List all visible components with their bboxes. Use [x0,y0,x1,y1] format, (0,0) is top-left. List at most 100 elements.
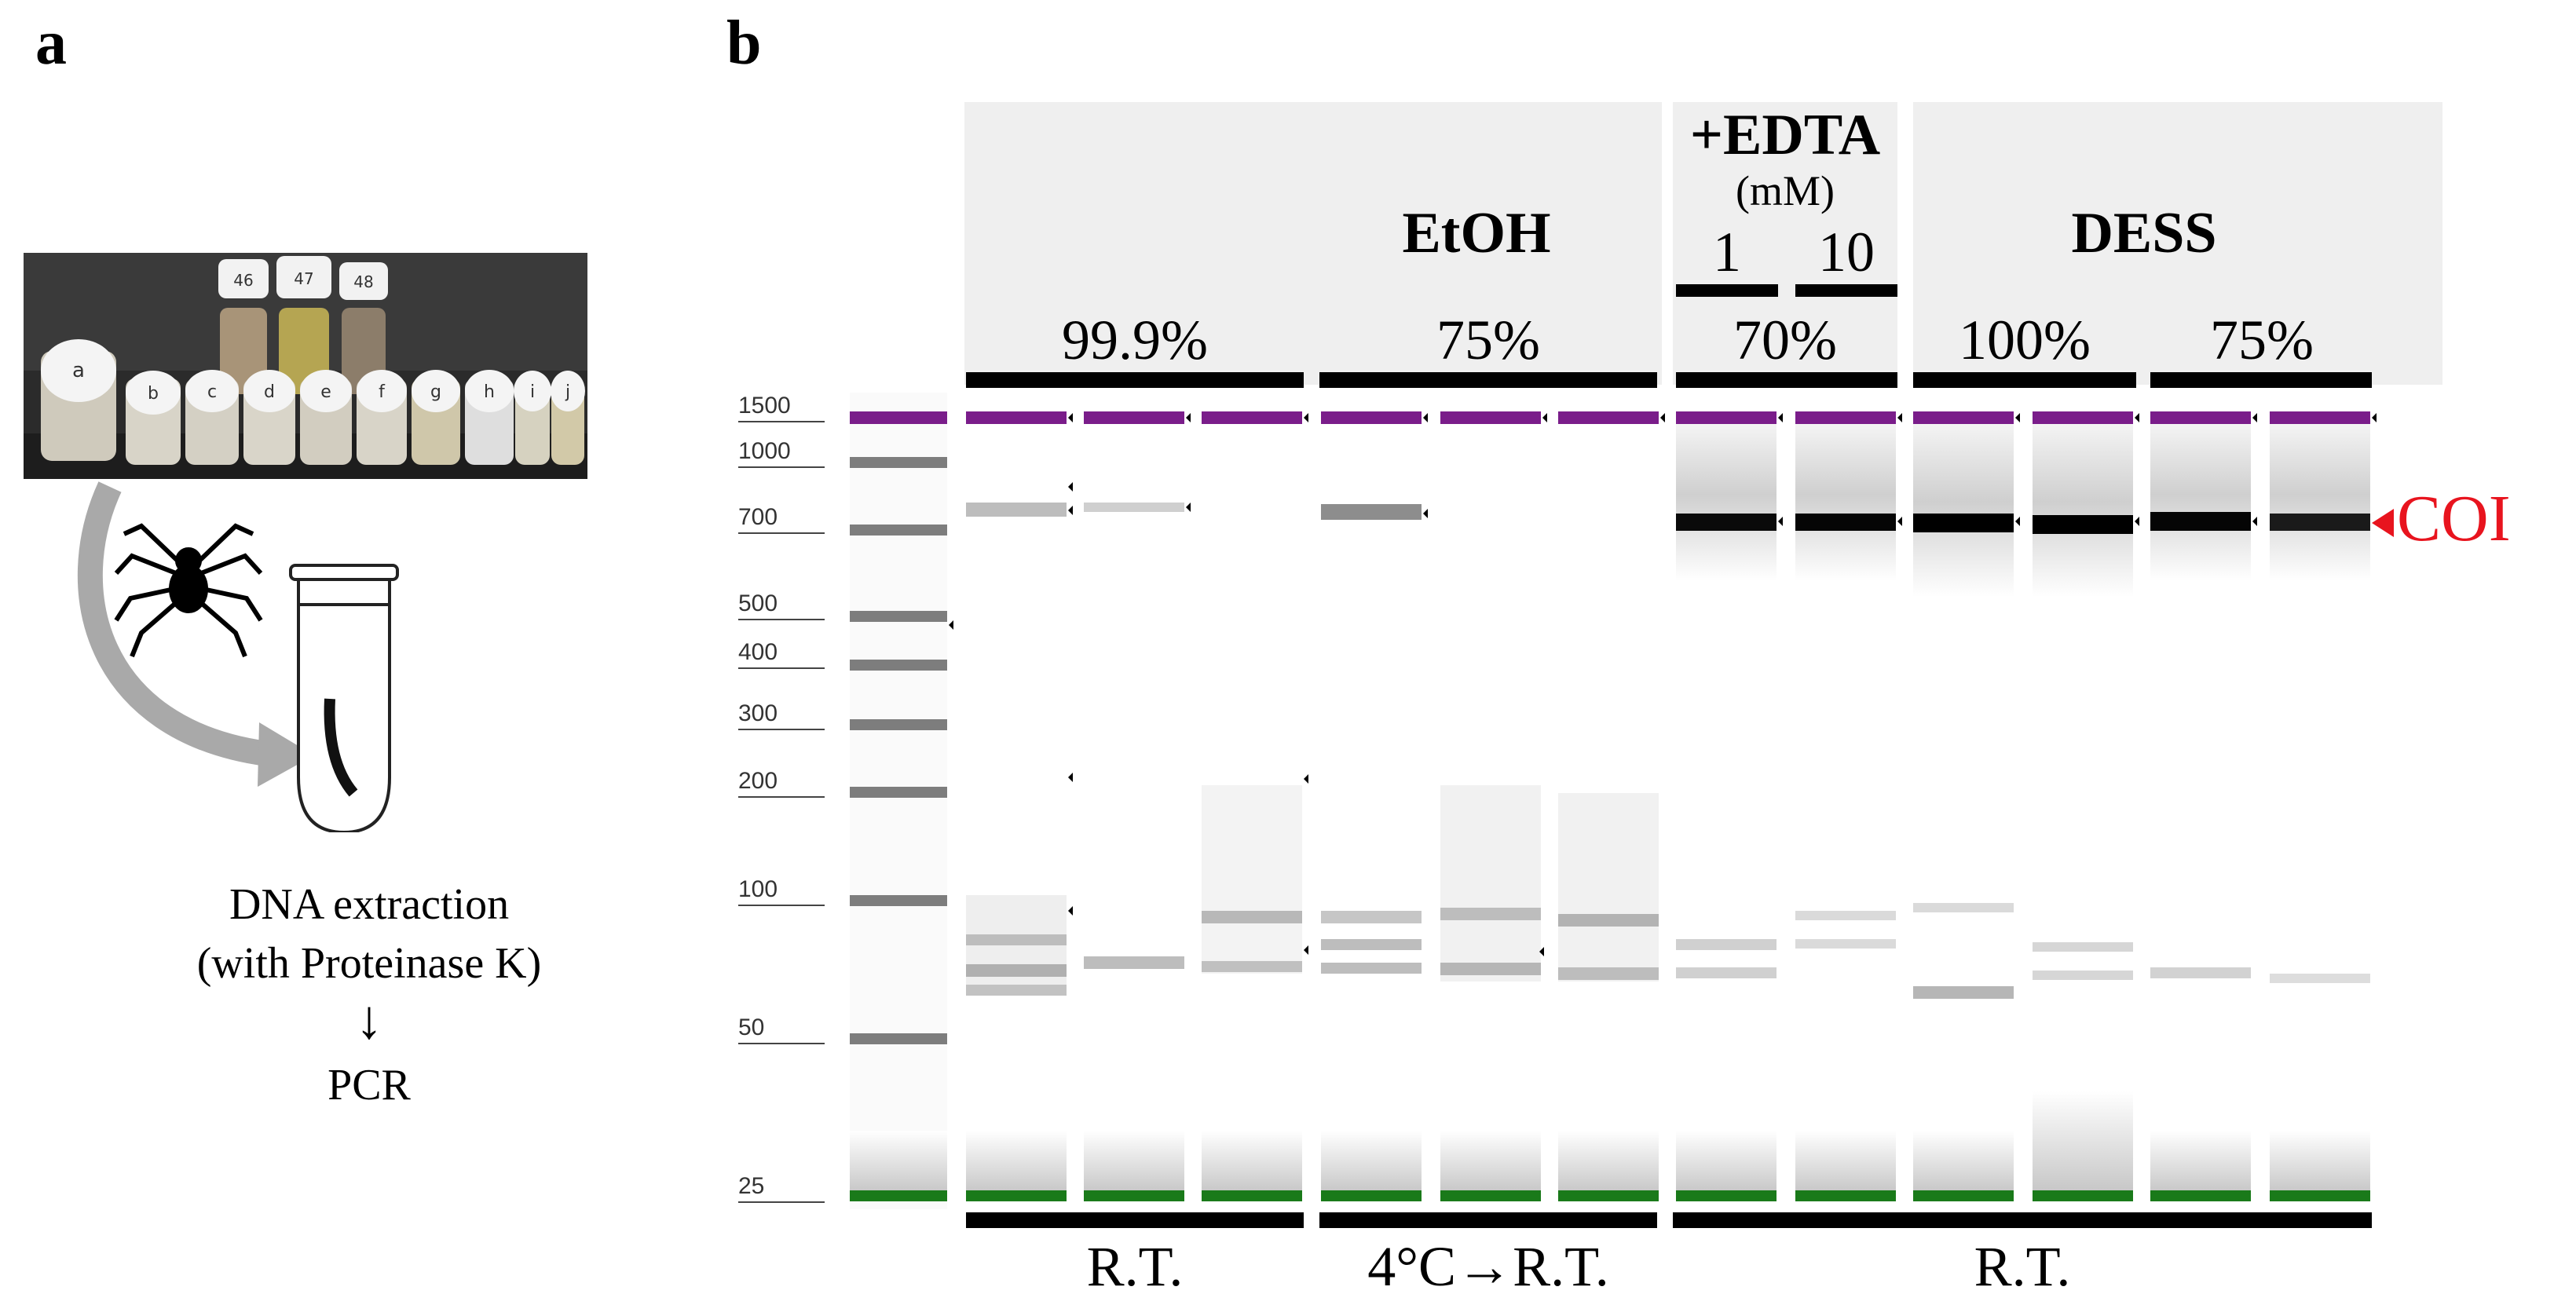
ladder-label-1500: 1500 [738,393,791,419]
svg-text:f: f [379,382,386,402]
header-gap-1 [1662,102,1673,385]
extraction-illustration [78,481,399,832]
header-edta: +EDTA [1689,103,1881,167]
bar-100 [1913,372,2136,388]
svg-text:g: g [430,382,441,402]
down-arrow-icon: ↓ [355,990,383,1051]
footer-bar-rt2 [1673,1212,2372,1228]
ladder-tick-300 [738,729,825,730]
vial-47: 47 [276,256,331,394]
svg-text:46: 46 [233,271,253,290]
vial-f: f [357,370,407,465]
bar-edta-10 [1795,284,1897,297]
ladder-label-25: 25 [738,1173,765,1199]
ladder-tick-500 [738,619,825,620]
lane-5 [1440,411,1541,1201]
vial-a: a [41,339,116,461]
svg-text:47: 47 [294,269,313,288]
ladder-label-50: 50 [738,1014,765,1040]
ladder-tick-100 [738,905,825,906]
footer-rt2: R.T. [1974,1235,2071,1298]
ladder-label-200: 200 [738,768,778,794]
ladder-label-300: 300 [738,700,778,726]
ladder-label-100: 100 [738,876,778,902]
svg-text:j: j [565,382,570,402]
ladder-tick-200 [738,796,825,798]
panel-b-letter: b [726,9,762,78]
lane-2 [1084,411,1184,1201]
vial-i: i [514,371,551,465]
lane-8 [1795,411,1896,1201]
spider-icon [114,523,263,658]
bar-99-9 [966,372,1304,388]
lane-4 [1321,411,1422,1201]
vial-e: e [300,370,352,465]
vial-h: h [465,370,514,465]
tube-icon [289,564,399,832]
footer-bar-cold [1319,1212,1657,1228]
lane-6 [1558,411,1659,1201]
header-pct-70: 70% [1733,309,1837,371]
header-etoh: EtOH [1402,201,1551,265]
lane-9 [1913,411,2014,1201]
header-bg-dess [1913,102,2372,385]
header-pct-99-9: 99.9% [1062,309,1208,371]
bar-edta-1 [1676,284,1778,297]
coi-label: COI [2397,482,2511,555]
bar-75a [1319,372,1657,388]
caption-pcr: PCR [327,1061,411,1109]
lane-3 [1202,411,1302,1201]
svg-text:d: d [264,382,275,402]
header-pct-75b: 75% [2210,309,2314,371]
vials-photo: 46 47 48 a b c d e f [24,253,587,479]
svg-text:a: a [72,359,85,382]
ladder-label-400: 400 [738,639,778,665]
ladder-tick-50 [738,1043,825,1044]
header-bg-edta [1673,102,1897,385]
coi-arrow-icon [2372,509,2394,537]
ladder-label-1000: 1000 [738,438,791,464]
header-pct-100: 100% [1959,309,2091,371]
bar-75b [2150,372,2372,388]
svg-text:c: c [207,382,217,402]
svg-text:b: b [148,384,159,404]
ladder-tick-700 [738,532,825,534]
vial-c: c [185,370,239,465]
header-gap-2 [1897,102,1913,385]
svg-text:48: 48 [353,272,373,291]
lane-10 [2033,411,2133,1201]
vial-g: g [412,370,460,465]
curved-arrow-icon [78,481,269,766]
header-edta-unit: (mM) [1736,167,1835,214]
peak-markers [949,413,2377,956]
vial-b: b [126,371,181,465]
lane-7 [1676,411,1776,1201]
bar-70 [1676,372,1897,388]
vial-j: j [551,371,585,465]
ladder-lane [850,393,947,1209]
panel-a-letter: a [35,9,67,78]
vial-46: 46 [218,259,269,394]
lane-12 [2270,411,2370,1201]
header-edta-1: 1 [1713,221,1741,283]
ladder-tick-1000 [738,466,825,468]
svg-text:e: e [320,382,331,402]
footer-bar-rt1 [966,1212,1304,1228]
lane-1 [966,411,1067,1201]
footer-cold: 4°C→R.T. [1367,1235,1609,1298]
header-dess: DESS [2071,201,2217,265]
ladder-tick-1500 [738,421,825,422]
lane-11 [2150,411,2251,1201]
vial-d: d [243,370,295,465]
svg-text:i: i [530,382,535,402]
header-pct-75a: 75% [1436,309,1540,371]
header-edta-10: 10 [1818,221,1875,283]
ladder-tick-25 [738,1201,825,1203]
sample-lanes [966,411,2370,1201]
ladder-tick-400 [738,667,825,669]
footer-rt1: R.T. [1086,1235,1184,1298]
caption-dna-extraction: DNA extraction [229,880,510,929]
ladder-label-500: 500 [738,590,778,616]
svg-text:h: h [484,382,495,402]
